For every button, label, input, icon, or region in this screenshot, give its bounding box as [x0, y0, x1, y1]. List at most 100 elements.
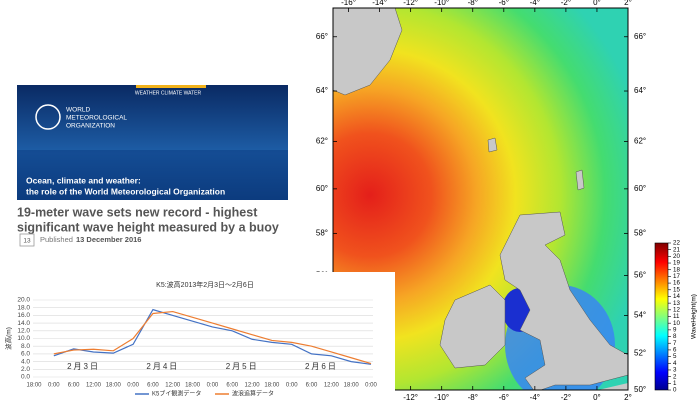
y-tick-label: 62° — [316, 137, 328, 146]
y-tick-label: 6.0 — [21, 351, 30, 358]
x-tick-label: 2° — [624, 393, 632, 401]
published-label: Published — [40, 235, 73, 244]
map-frame — [332, 7, 629, 391]
day-label: 2月6日 — [305, 362, 338, 371]
y-tick-label: 4.0 — [21, 358, 30, 365]
x-tick-label: 12:00 — [245, 383, 261, 389]
x-tick-label: -2° — [561, 0, 571, 7]
y-tick-label: 12.0 — [17, 328, 30, 335]
colorbar-tick-label: 15 — [673, 286, 680, 293]
y-tick-label: 62° — [634, 137, 646, 146]
y-tick-label: 16.0 — [17, 312, 30, 319]
y-tick-label: 18.0 — [17, 304, 30, 311]
y-tick-label: 60° — [634, 184, 646, 193]
y-tick-label: 54° — [634, 311, 646, 320]
colorbar-tick-label: 11 — [673, 313, 680, 320]
x-tick-label: 12:00 — [165, 383, 181, 389]
colorbar-tick-label: 7 — [673, 340, 677, 347]
colorbar-tick-label: 9 — [673, 327, 677, 334]
x-tick-label: -10° — [434, 0, 449, 7]
colorbar-label: WaveHeight(m) — [691, 294, 698, 339]
colorbar-tick-label: 4 — [673, 360, 677, 367]
chart-panel — [0, 272, 395, 401]
legend-label: K5ブイ観測データ — [152, 390, 201, 398]
y-tick-label: 20.0 — [17, 297, 30, 304]
colorbar-tick-label: 21 — [673, 246, 680, 253]
day-label: 2月4日 — [146, 362, 179, 371]
day-label: 2月3日 — [67, 362, 100, 371]
colorbar-tick-label: 14 — [673, 293, 680, 300]
great-britain — [499, 211, 628, 390]
x-tick-label: -8° — [468, 393, 478, 401]
caption: the role of the World Meteorological Org… — [26, 186, 225, 196]
y-tick-label: 64° — [316, 86, 328, 95]
colorbar-tick-label: 2 — [673, 373, 677, 380]
x-tick-label: -2° — [561, 393, 571, 401]
x-tick-label: 0° — [593, 0, 601, 7]
y-tick-label: 60° — [316, 184, 328, 193]
x-tick-label: 2° — [624, 0, 632, 7]
colorbar-tick-label: 12 — [673, 306, 680, 313]
colorbar-tick-label: 22 — [673, 240, 680, 247]
x-tick-label: 12:00 — [324, 383, 340, 389]
colorbar-tick-label: 17 — [673, 273, 680, 280]
org-name: METEOROLOGICAL — [66, 115, 127, 122]
series-line — [53, 308, 372, 365]
y-tick-label: 0.0 — [21, 374, 30, 381]
y-tick-label: 58° — [634, 228, 646, 237]
faroe — [487, 137, 498, 153]
x-tick-label: -10° — [434, 393, 449, 401]
y-tick-label: 14.0 — [17, 320, 30, 327]
x-tick-label: -14° — [372, 0, 387, 7]
x-tick-label: -12° — [403, 393, 418, 401]
y-tick-label: 66° — [634, 32, 646, 41]
colorbar-tick-label: 13 — [673, 300, 680, 307]
colorbar-tick-label: 0 — [673, 387, 677, 394]
x-tick-label: -6° — [499, 393, 509, 401]
legend-label: 波浪追算データ — [232, 390, 274, 398]
x-tick-label: 0:00 — [207, 383, 219, 389]
colorbar-tick-label: 5 — [673, 353, 677, 360]
y-axis-label: 波高(m) — [4, 327, 13, 350]
colorbar-tick-label: 20 — [673, 253, 680, 260]
series-line — [53, 310, 372, 365]
y-tick-label: 58° — [316, 228, 328, 237]
colorbar-tick-label: 10 — [673, 320, 680, 327]
y-tick-label: 8.0 — [21, 343, 30, 350]
x-tick-label: 0:00 — [127, 383, 139, 389]
wmo-logo — [35, 104, 61, 130]
banner-sea — [17, 150, 288, 200]
tagline: WEATHER CLIMATE WATER — [135, 90, 202, 96]
x-tick-label: -16° — [341, 0, 356, 7]
y-tick-label: 52° — [634, 349, 646, 358]
x-tick-label: 0:00 — [286, 383, 298, 389]
date-icon — [19, 233, 35, 247]
colorbar-tick-label: 19 — [673, 260, 680, 267]
published-date: 13 December 2016 — [76, 235, 141, 244]
date-icon-text: 13 — [23, 238, 31, 245]
y-tick-label: 56° — [634, 271, 646, 280]
colorbar-tick-label: 18 — [673, 266, 680, 273]
colorbar-tick-label: 8 — [673, 333, 677, 340]
org-name: WORLD — [66, 107, 91, 114]
x-tick-label: -4° — [530, 0, 540, 7]
x-tick-label: -8° — [468, 0, 478, 7]
x-tick-label: 0:00 — [365, 383, 377, 389]
x-tick-label: 12:00 — [86, 383, 102, 389]
x-tick-label: -4° — [530, 393, 540, 401]
chart-title: K5:波高2013年2月3日～2月6日 — [156, 280, 254, 289]
headline: 19-meter wave sets new record - highest — [17, 205, 258, 219]
x-tick-label: 18:00 — [185, 383, 201, 389]
org-name: ORGANIZATION — [66, 123, 115, 130]
colorbar — [654, 242, 669, 391]
x-tick-label: 18:00 — [106, 383, 122, 389]
x-tick-label: 6:00 — [226, 383, 238, 389]
x-tick-label: 18:00 — [344, 383, 360, 389]
caption: Ocean, climate and weather: — [26, 175, 141, 185]
y-tick-label: 66° — [316, 32, 328, 41]
y-tick-label: 2.0 — [21, 366, 30, 373]
x-tick-label: 0:00 — [48, 383, 60, 389]
x-tick-label: -6° — [499, 0, 509, 7]
